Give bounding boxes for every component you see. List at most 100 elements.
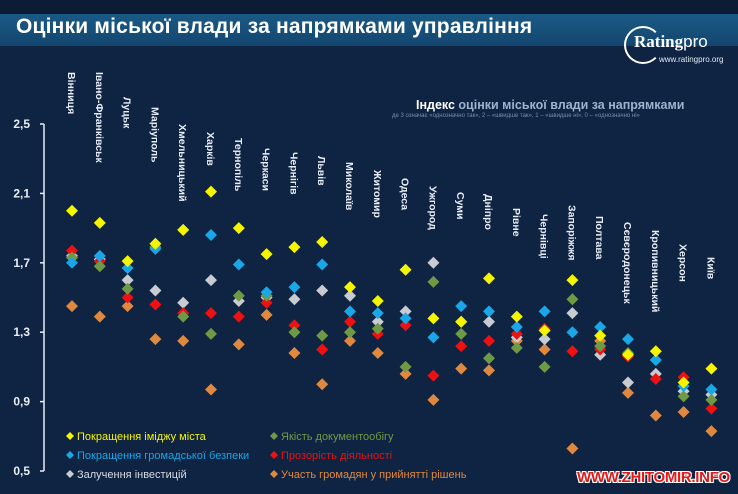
header-bar [0,14,738,46]
data-point [483,352,495,365]
logo-main-text: Rating [634,32,684,51]
data-point [399,312,412,325]
data-point [483,334,495,347]
data-point [566,307,579,320]
data-point [649,345,662,358]
category-label: Дніпро [482,194,494,230]
data-point [316,284,329,297]
data-point [177,296,190,309]
data-point [622,333,634,346]
data-point [371,315,384,328]
data-point [371,307,384,320]
data-point [232,310,245,323]
y-tick-label: 1,7 [13,256,30,270]
data-point [344,326,356,339]
data-point [371,347,384,360]
data-point [344,305,356,318]
data-point [677,390,690,403]
data-point [121,262,134,275]
data-point [455,300,468,313]
category-label: Житомир [371,169,383,218]
data-point [399,367,412,380]
legend-label: Прозорість діяльності [281,450,392,462]
data-point [705,393,718,406]
data-point [649,353,662,366]
data-point [121,274,134,287]
data-point [66,244,78,257]
data-point [66,300,78,313]
data-point [205,274,217,287]
data-point [510,320,523,333]
data-point [177,334,190,347]
data-point [288,347,301,360]
data-point [149,298,162,311]
category-label: Луцьк [121,97,133,129]
data-point [427,256,440,269]
data-point [510,341,523,354]
category-label: Сєвєродонецьк [621,222,633,304]
data-point [594,329,607,342]
data-point [316,343,329,356]
category-label: Хмельницький [176,124,188,202]
data-point [232,338,245,351]
data-point [427,312,440,325]
category-label: Ужгород [426,186,438,230]
data-point [483,272,495,285]
data-point [649,373,662,386]
data-point [121,255,134,268]
legend-marker [270,470,278,478]
data-point [455,340,468,353]
data-point [510,310,523,323]
category-label: Запоріжжя [565,205,577,261]
data-point [677,376,690,389]
data-point [66,204,78,217]
data-point [232,222,245,235]
legend-marker [66,470,74,478]
data-point [538,305,551,318]
logo-ring-icon [624,26,662,64]
data-point [288,281,301,294]
data-point [427,369,440,382]
data-point [427,275,440,288]
legend-marker [270,451,278,459]
category-labels: Вінниця Івано-Франківськ Луцьк Маріуполь Хме… [65,72,716,312]
category-label: Київ [704,257,716,280]
category-label: Миколаїв [343,162,355,211]
data-point [566,274,579,287]
data-point [594,340,607,353]
legend-label: Якість документообігу [281,431,394,443]
data-point [399,319,412,332]
chart-title: Індекс оцінки міської влади за напрямкам… [416,98,684,112]
data-point [399,360,412,373]
top-strip [0,0,738,14]
data-point [538,343,551,356]
data-point [316,329,329,342]
y-tick-label: 2,1 [13,186,30,200]
data-point [205,229,217,242]
data-point [232,258,245,271]
watermark: WWW.ZHITOMIR.INFO [577,469,730,486]
category-label: Харків [204,132,216,166]
data-point [427,331,440,344]
data-point [705,425,718,438]
category-label: Суми [454,192,466,220]
data-point [622,386,634,399]
data-points [66,185,718,455]
data-point [399,305,412,318]
data-point [205,327,217,340]
data-point [483,364,495,377]
data-point [121,282,134,295]
category-label: Херсон [677,244,689,282]
data-point [316,235,329,248]
y-tick-label: 0,5 [13,464,30,478]
data-point [93,249,106,262]
data-point [344,334,356,347]
data-point [149,237,162,250]
data-point [538,333,551,346]
category-label: Одеса [399,178,411,210]
data-point [483,315,495,328]
chart-title-rest: оцінки міської влади за напрямками [454,98,685,112]
data-point [93,310,106,323]
y-tick-label: 1,3 [13,325,30,339]
